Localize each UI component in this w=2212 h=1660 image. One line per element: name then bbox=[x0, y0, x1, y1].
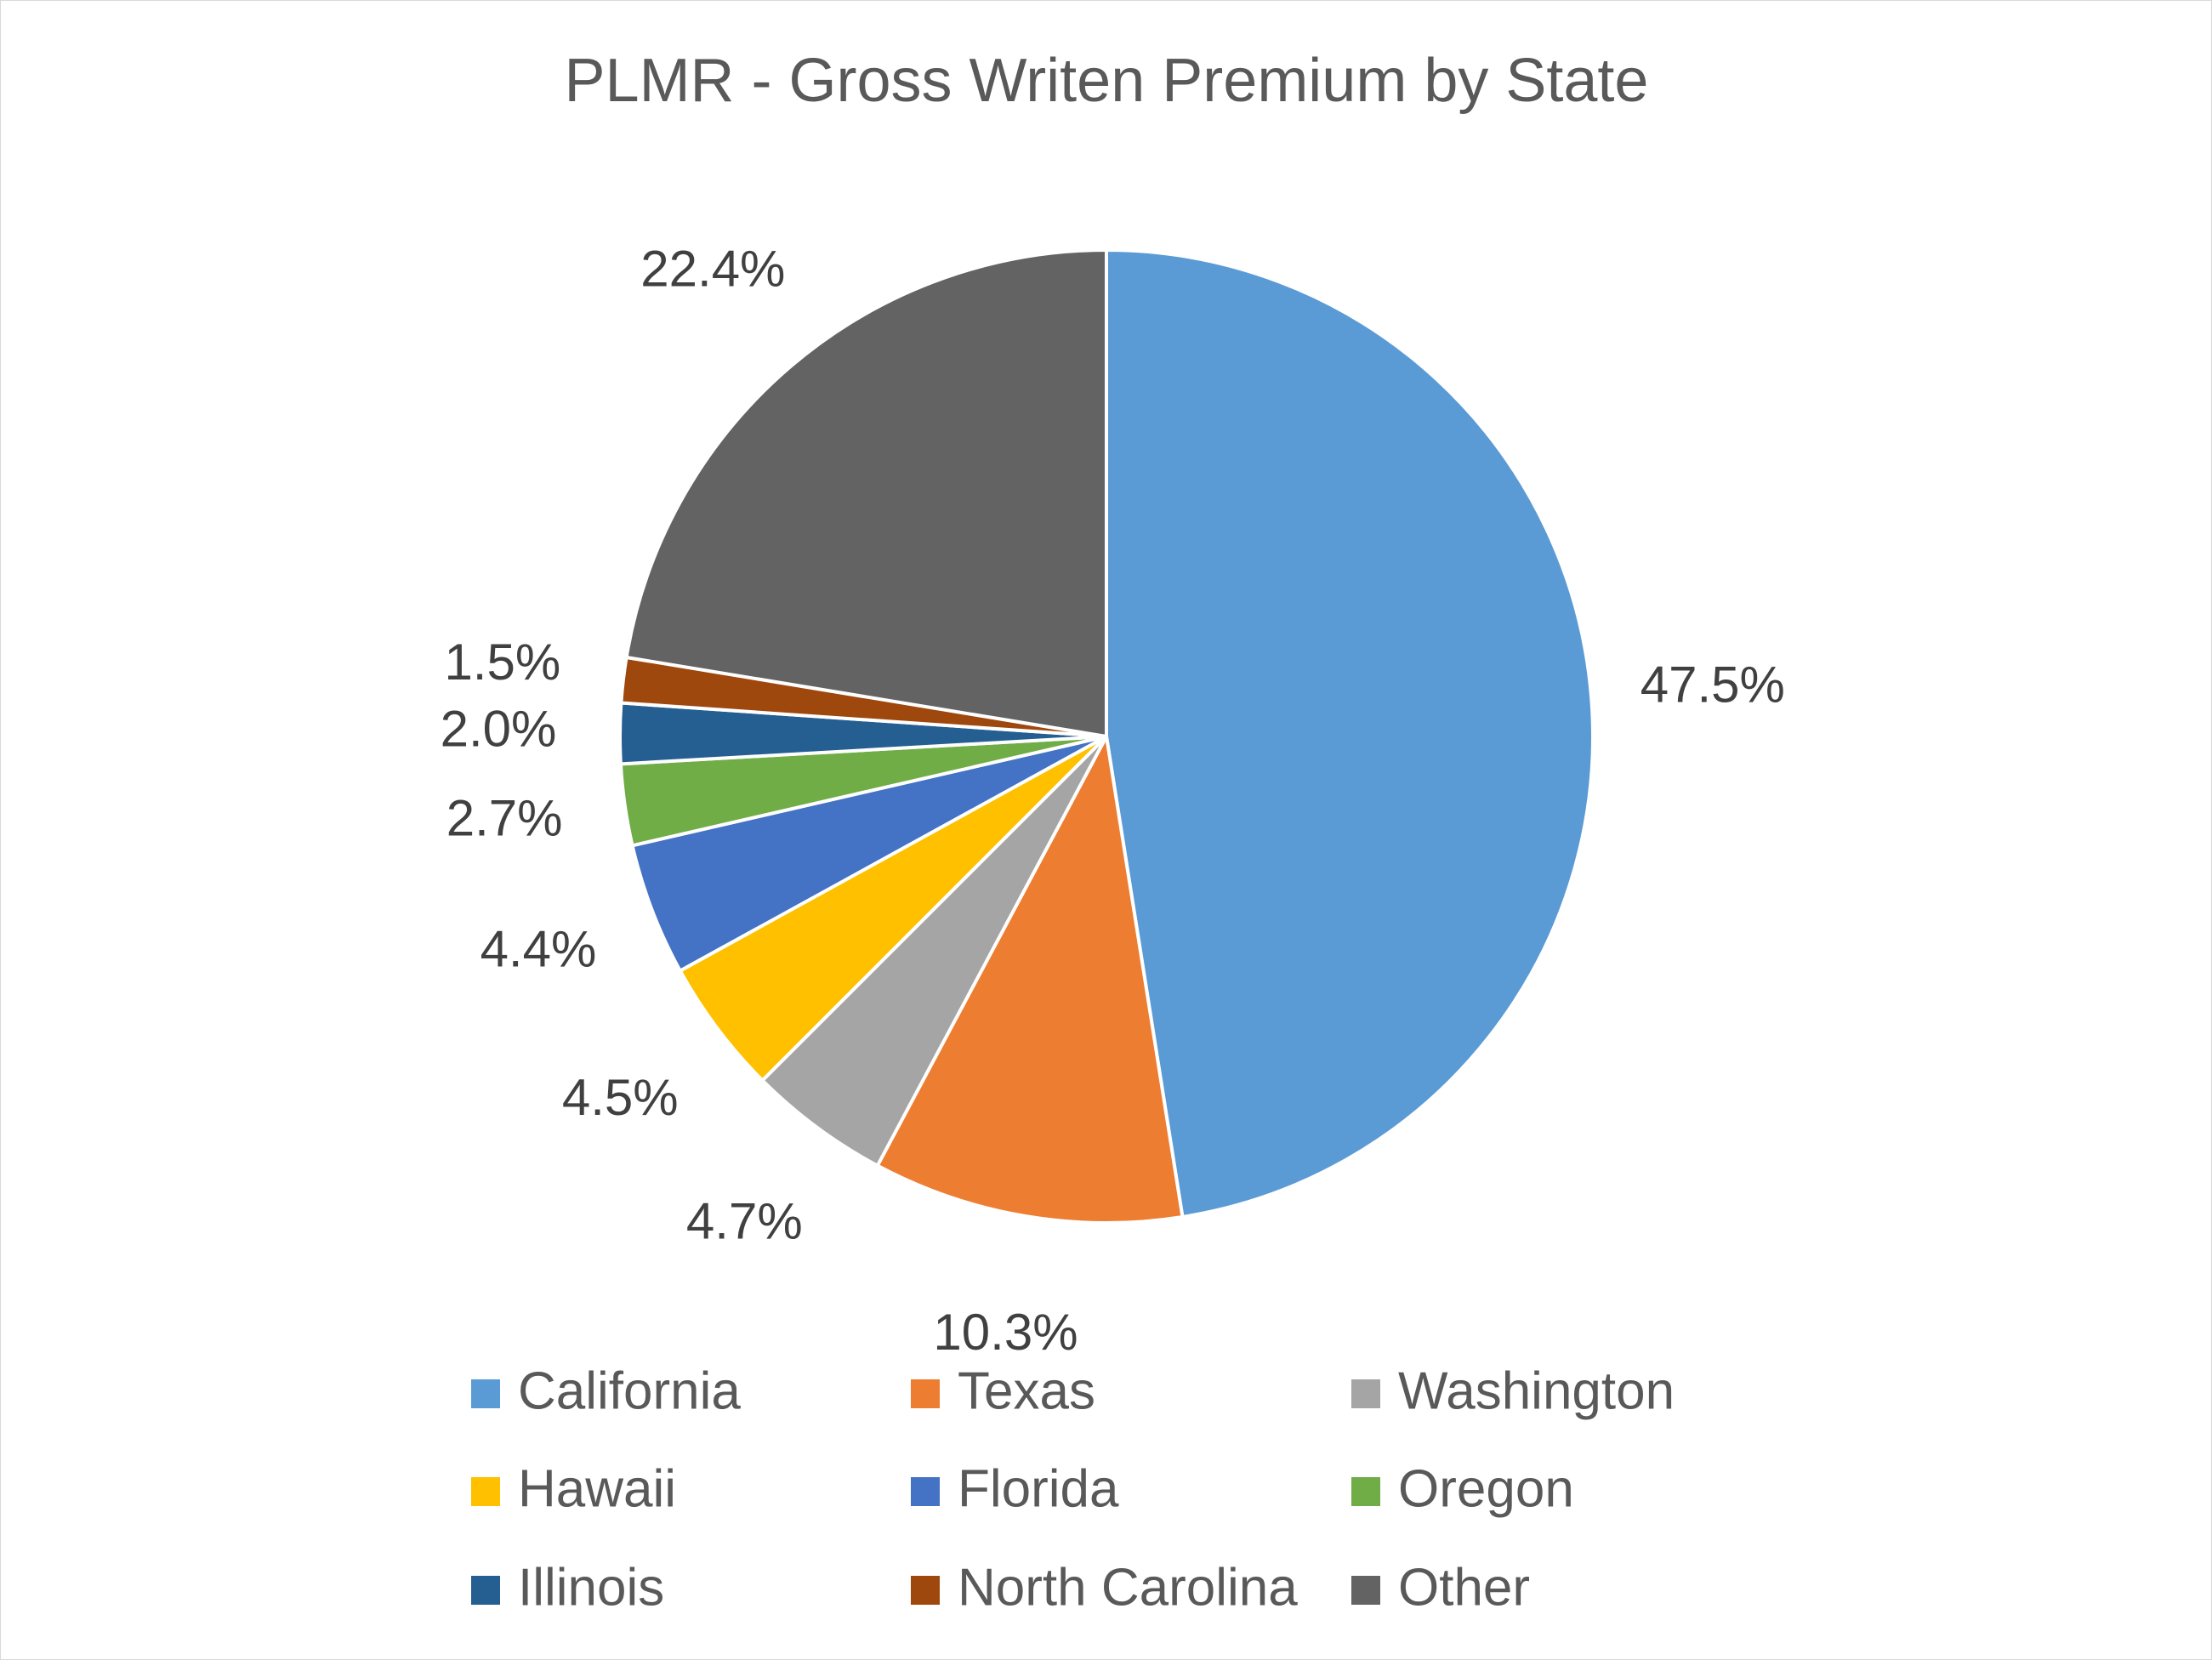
legend-label-washington: Washington bbox=[1398, 1362, 1675, 1420]
legend-item-hawaii: Hawaii bbox=[471, 1459, 676, 1518]
legend-label-illinois: Illinois bbox=[518, 1558, 664, 1617]
data-label-illinois: 2.0% bbox=[441, 700, 557, 757]
pie-slice-texas bbox=[875, 735, 1185, 1225]
pie-slice-california bbox=[1105, 248, 1595, 1219]
legend-swatch-california bbox=[471, 1379, 500, 1408]
legend-label-california: California bbox=[518, 1362, 741, 1420]
data-label-washington: 4.7% bbox=[686, 1192, 803, 1249]
data-label-oregon: 2.7% bbox=[446, 790, 563, 847]
data-label-other: 22.4% bbox=[640, 241, 785, 298]
pie-slice-hawaii bbox=[678, 735, 1108, 1083]
legend-item-oregon: Oregon bbox=[1351, 1459, 1574, 1518]
legend-item-illinois: Illinois bbox=[471, 1558, 664, 1617]
legend-item-florida: Florida bbox=[911, 1459, 1119, 1518]
legend-item-north-carolina: North Carolina bbox=[911, 1558, 1298, 1617]
legend-label-texas: Texas bbox=[958, 1362, 1095, 1420]
data-labels: 47.5% 10.3% 4.7% 4.5% 4.4% 2.7% 2.0% 1.5% 22.4% bbox=[441, 241, 1785, 1361]
legend-swatch-illinois bbox=[471, 1576, 500, 1605]
legend-label-oregon: Oregon bbox=[1398, 1459, 1574, 1518]
legend-item-texas: Texas bbox=[911, 1362, 1095, 1420]
legend: California Texas Washington Hawaii Florida Or… bbox=[471, 1362, 1675, 1617]
legend-swatch-oregon bbox=[1351, 1477, 1380, 1506]
legend-item-california: California bbox=[471, 1362, 741, 1420]
pie-slices bbox=[618, 248, 1595, 1225]
legend-label-north-carolina: North Carolina bbox=[958, 1558, 1298, 1617]
legend-item-washington: Washington bbox=[1351, 1362, 1675, 1420]
legend-swatch-florida bbox=[911, 1477, 940, 1506]
pie-slice-other bbox=[624, 248, 1108, 738]
pie-slice-washington bbox=[760, 735, 1108, 1168]
legend-swatch-hawaii bbox=[471, 1477, 500, 1506]
legend-label-hawaii: Hawaii bbox=[518, 1459, 676, 1518]
data-label-florida: 4.4% bbox=[480, 921, 597, 978]
legend-label-florida: Florida bbox=[958, 1459, 1119, 1518]
legend-swatch-north-carolina bbox=[911, 1576, 940, 1605]
legend-item-other: Other bbox=[1351, 1558, 1530, 1617]
data-label-hawaii: 4.5% bbox=[562, 1069, 679, 1126]
data-label-texas: 10.3% bbox=[933, 1304, 1078, 1361]
data-label-north-carolina: 1.5% bbox=[444, 634, 560, 691]
legend-swatch-texas bbox=[911, 1379, 940, 1408]
legend-label-other: Other bbox=[1398, 1558, 1530, 1617]
legend-swatch-other bbox=[1351, 1576, 1380, 1605]
legend-swatch-washington bbox=[1351, 1379, 1380, 1408]
data-label-california: 47.5% bbox=[1641, 657, 1785, 713]
chart-title: PLMR - Gross Writen Premium by State bbox=[565, 47, 1649, 115]
